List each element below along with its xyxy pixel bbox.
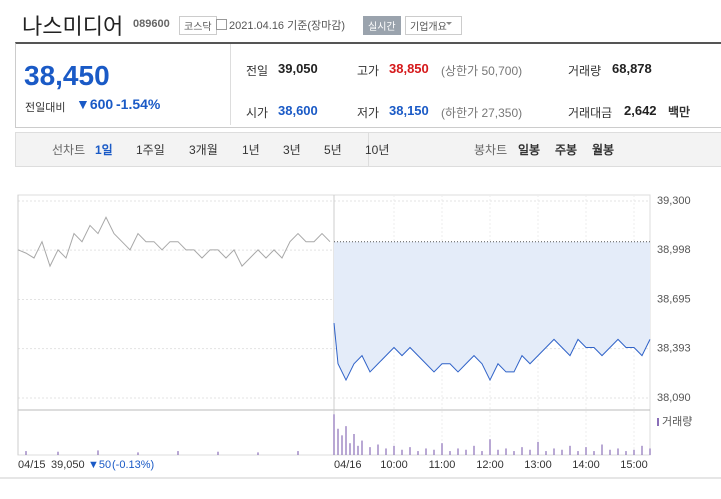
period-tab[interactable]: 10년 — [365, 143, 390, 157]
price-line — [333, 323, 651, 382]
change: ▼600 — [76, 96, 114, 112]
stock-code: 089600 — [133, 18, 170, 30]
period-tab[interactable]: 3년 — [283, 143, 301, 157]
divider — [230, 44, 231, 125]
y-tick-label: 38,090 — [657, 392, 691, 404]
period-tab[interactable]: 1일 — [95, 143, 113, 157]
price: 38,450 — [24, 60, 110, 91]
period-tab[interactable]: 1년 — [242, 143, 260, 157]
period-tab[interactable]: 3개월 — [189, 143, 218, 157]
volume-legend-mark — [657, 418, 659, 426]
x-tick-label: 14:00 — [572, 459, 600, 471]
y-tick-label: 38,695 — [657, 293, 691, 305]
x-tick-label: 15:00 — [620, 459, 648, 471]
company-button[interactable]: 기업개요 — [405, 16, 462, 35]
price-line — [17, 216, 331, 268]
realtime-button[interactable]: 실시간 — [363, 16, 401, 35]
date: 2021.04.16 기준(장마감) — [229, 20, 346, 32]
candle-tab[interactable]: 일봉 — [518, 143, 541, 157]
y-tick-label: 38,393 — [657, 343, 691, 355]
item-note: (상한가 50,700) — [441, 64, 523, 78]
tab-label: 선차트 — [52, 143, 86, 157]
y-tick-label: 38,998 — [657, 244, 691, 256]
y-tick-label: 39,300 — [657, 195, 691, 207]
x-tick-label: 11:00 — [429, 459, 456, 471]
item-value: 38,850 — [389, 61, 429, 76]
item-label: 시가 — [246, 106, 269, 120]
x-tick-label: 13:00 — [524, 459, 552, 471]
item-label: 고가 — [357, 64, 380, 78]
stock-name: 나스미디어 — [22, 14, 124, 39]
summary-box — [15, 42, 721, 128]
divider — [368, 133, 369, 166]
area-fill — [334, 241, 650, 381]
item-label: 저가 — [357, 106, 380, 120]
item-value: 2,642 — [624, 103, 657, 118]
calendar-icon — [216, 19, 227, 30]
candle-tab[interactable]: 월봉 — [592, 143, 615, 157]
prev-close: 39,050 — [51, 459, 85, 471]
prev-change: ▼50 — [88, 459, 111, 471]
chart: 39,300 38,998 38,695 38,393 38,090 04/15 04/16… — [0, 194, 721, 479]
prev-rate: (-0.13%) — [112, 459, 154, 471]
period-tab[interactable]: 1주일 — [136, 143, 165, 157]
volume-label: 거래량 — [662, 415, 692, 428]
item-label: 전일 — [246, 64, 269, 78]
dropdown-arrow — [446, 22, 452, 28]
market-badge: 코스닥 — [179, 16, 217, 35]
item-value: 68,878 — [612, 61, 652, 76]
item-value: 39,050 — [278, 61, 318, 76]
item-label: 거래대금 — [568, 106, 613, 120]
x-tick-label: 04/16 — [334, 459, 362, 471]
change-label: 전일대비 — [25, 102, 66, 114]
x-tick-label: 12:00 — [476, 459, 504, 471]
x-tick-label: 10:00 — [380, 459, 408, 471]
item-unit: 백만 — [668, 105, 691, 119]
candle-tab[interactable]: 주봉 — [555, 143, 578, 157]
period-tab[interactable]: 5년 — [324, 143, 342, 157]
item-label: 거래량 — [568, 64, 602, 78]
change-rate: -1.54% — [116, 96, 161, 112]
tab-label: 봉차트 — [474, 143, 508, 157]
item-note: (하한가 27,350) — [441, 106, 523, 120]
item-value: 38,150 — [389, 103, 429, 118]
item-value: 38,600 — [278, 103, 318, 118]
x-tick-label: 04/15 — [18, 459, 46, 471]
